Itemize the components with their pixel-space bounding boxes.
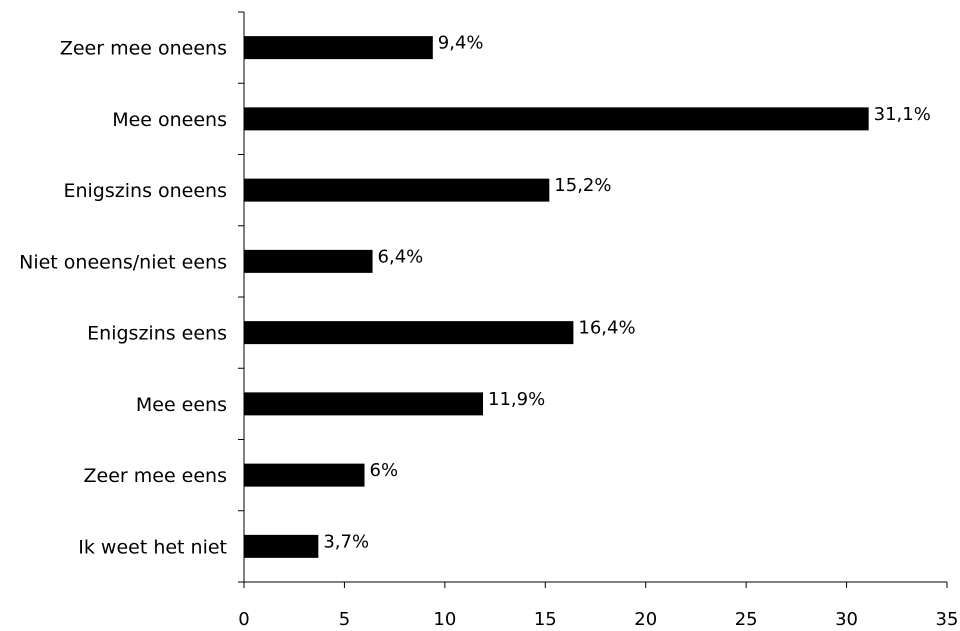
category-label: Niet oneens/niet eens — [19, 251, 227, 273]
bar — [244, 178, 550, 202]
x-tick-label: 20 — [634, 609, 657, 630]
data-label: 3,7% — [323, 531, 369, 552]
data-label: 6,4% — [378, 246, 424, 267]
x-tick-label: 0 — [238, 609, 249, 630]
category-labels: Zeer mee oneens Mee oneens Enigszins oneen… — [19, 38, 227, 559]
category-label: Enigszins eens — [87, 323, 227, 345]
category-label: Mee oneens — [112, 109, 227, 131]
x-tick-label: 15 — [534, 609, 557, 630]
category-label: Zeer mee oneens — [60, 38, 227, 60]
bar — [244, 463, 365, 487]
bar — [244, 107, 869, 131]
data-label: 11,9% — [488, 389, 545, 410]
x-tick-label: 35 — [936, 609, 959, 630]
category-label: Zeer mee eens — [84, 465, 228, 487]
x-tick-label: 30 — [835, 609, 858, 630]
data-label: 9,4% — [438, 33, 484, 54]
bar — [244, 392, 484, 416]
data-label: 31,1% — [874, 104, 931, 125]
chart-axes — [238, 11, 947, 583]
data-labels: 9,4% 31,1% 15,2% 6,4% 16,4% 11,9% 6% 3,7% — [323, 33, 931, 553]
x-tick-label: 25 — [735, 609, 758, 630]
category-label: Mee eens — [136, 394, 227, 416]
x-tick-label: 5 — [339, 609, 350, 630]
category-label: Ik weet het niet — [78, 536, 227, 558]
data-label: 15,2% — [554, 175, 611, 196]
data-label: 16,4% — [578, 318, 635, 339]
x-axis-ticks: 0 5 10 15 20 25 30 35 — [238, 582, 958, 630]
bar — [244, 36, 433, 60]
bar — [244, 249, 373, 273]
x-tick-label: 10 — [433, 609, 456, 630]
data-label: 6% — [370, 460, 399, 481]
bar — [244, 321, 574, 345]
chart-bars — [244, 36, 869, 558]
category-label: Enigszins oneens — [63, 180, 227, 202]
bar — [244, 534, 319, 558]
